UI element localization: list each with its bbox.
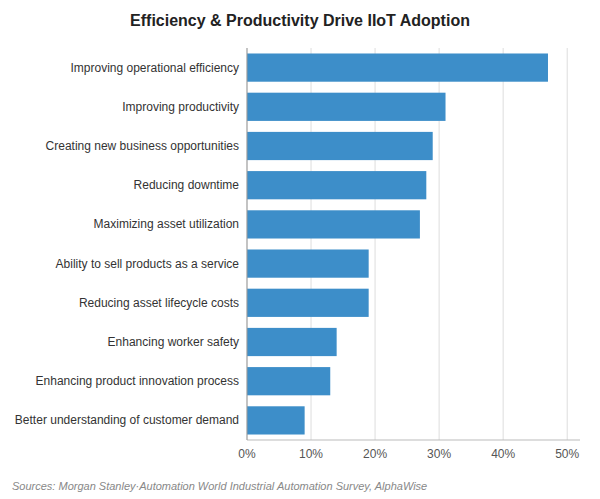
bar <box>247 289 369 317</box>
page: {"chart_data": {"type": "bar", "orientat… <box>0 0 600 499</box>
bar <box>247 93 446 121</box>
category-label: Reducing asset lifecycle costs <box>79 296 239 310</box>
tick-label: 10% <box>299 447 323 461</box>
annotation: Sources: Morgan Stanley·Automation World… <box>12 480 427 492</box>
tick-label: 20% <box>363 447 387 461</box>
grid-line <box>503 48 504 440</box>
grid-line <box>567 48 568 440</box>
category-label: Ability to sell products as a service <box>56 257 240 271</box>
category-labels: Better understanding of customer demand E… <box>15 61 239 428</box>
category-label: Improving operational efficiency <box>70 61 239 75</box>
tick-label: 30% <box>427 447 451 461</box>
category-label: Enhancing product innovation process <box>36 374 239 388</box>
bar <box>247 53 548 81</box>
value-ticks: 0% 10% 20% 30% 40% 50% <box>238 447 579 461</box>
tick-label: 50% <box>555 447 579 461</box>
title: Efficiency & Productivity Drive IIoT Ado… <box>130 12 470 29</box>
category-label: Better understanding of customer demand <box>15 413 239 427</box>
category-label: Creating new business opportunities <box>46 139 239 153</box>
bar <box>247 210 420 238</box>
bar <box>247 406 305 434</box>
value-axis-line <box>247 440 580 441</box>
bar <box>247 249 369 277</box>
category-label: Enhancing worker safety <box>108 335 239 349</box>
bar <box>247 328 337 356</box>
bar <box>247 171 426 199</box>
grid <box>247 48 567 440</box>
bars <box>247 53 548 434</box>
chart: Efficiency & Productivity Drive IIoT Ado… <box>0 0 600 499</box>
tick-label: 40% <box>491 447 515 461</box>
tick-label: 0% <box>238 447 256 461</box>
bar <box>247 367 330 395</box>
grid-line <box>247 48 248 440</box>
category-label: Maximizing asset utilization <box>94 217 239 231</box>
category-label: Improving productivity <box>122 100 239 114</box>
category-label: Reducing downtime <box>134 178 240 192</box>
category-axis-line <box>247 48 248 440</box>
bar <box>247 132 433 160</box>
